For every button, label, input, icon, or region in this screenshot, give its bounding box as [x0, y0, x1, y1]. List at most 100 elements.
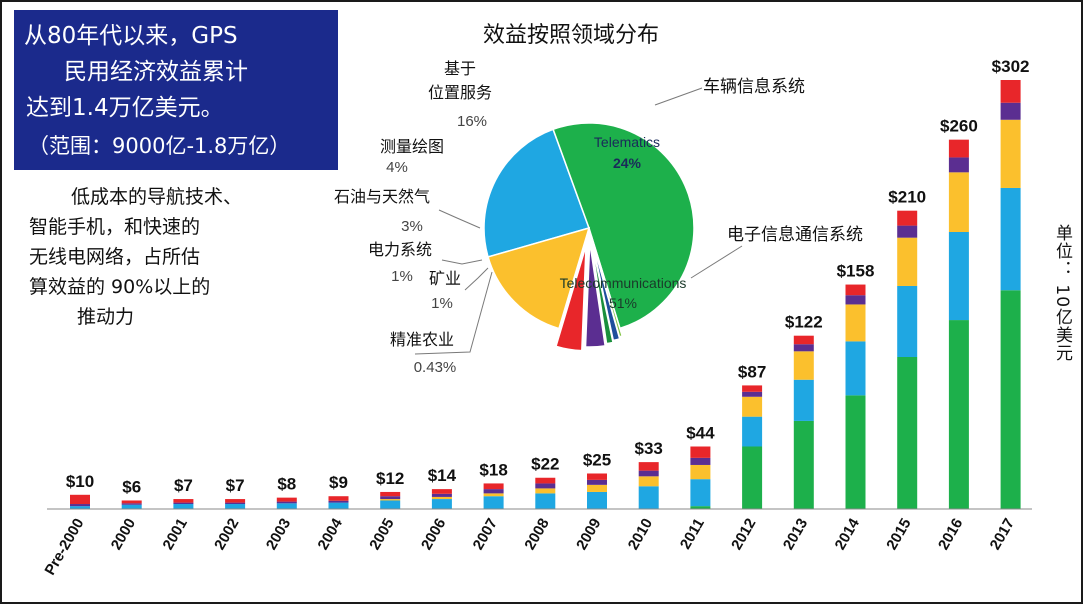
bar-2013-telematics — [793, 379, 814, 421]
bar-2014-telematics — [845, 341, 866, 396]
pie-slice-telecommunications — [552, 122, 695, 330]
bar-2015-telematics — [897, 285, 918, 358]
pie-inner-label-telecom: Telecommunications — [560, 275, 687, 291]
pie-slice-telematics — [483, 128, 590, 258]
bar-total-label: $210 — [888, 188, 926, 207]
x-tick-label: 2007 — [470, 516, 501, 553]
bar-total-label: $7 — [226, 476, 245, 495]
bar-pre-2000-oil-gas — [70, 494, 90, 505]
bar-total-label: $44 — [686, 423, 715, 442]
pie-slice-power-systems — [590, 239, 614, 345]
x-tick-label: 2012 — [728, 516, 759, 553]
pie-label-mining: 矿业 — [429, 270, 461, 288]
x-tick-label: 2011 — [677, 516, 708, 553]
bar-2011-oil-gas — [690, 446, 711, 458]
pie-label-surveying: 测量绘图 — [380, 138, 444, 156]
bars-layer: $10 $6 $7 $7 $8 $9 $12 $14 $18 $22 $25 $33 $44 $87 $12… — [66, 57, 1030, 509]
bar-pre-2000-telematics — [70, 506, 90, 509]
bar-2014-location-based-services — [845, 304, 866, 342]
bar-total-label: $8 — [277, 475, 296, 494]
bar-2008-location-based-services — [535, 488, 556, 494]
bar-total-label: $12 — [376, 469, 404, 488]
x-tick-label: 2003 — [263, 516, 294, 553]
unit-label-box: 单位： 10亿美元 — [1048, 220, 1078, 386]
pie-inner-label-telematics: Telematics — [594, 134, 660, 150]
bar-2016-surveying-mapping — [948, 157, 969, 173]
bar-total-label: $33 — [635, 439, 663, 458]
pie-value-surveying: 4% — [386, 159, 408, 176]
bar-2004-oil-gas — [328, 496, 349, 501]
bar-2014-oil-gas — [845, 284, 866, 296]
pie-slice-location-based-services — [487, 226, 591, 330]
x-tick-label: 2013 — [780, 516, 811, 553]
x-tick-label: 2010 — [625, 516, 656, 553]
bar-total-label: $10 — [66, 472, 94, 491]
bar-2006-surveying-mapping — [431, 493, 452, 497]
bar-total-label: $7 — [174, 476, 193, 495]
bar-2008-surveying-mapping — [535, 483, 556, 489]
bar-2012-oil-gas — [742, 385, 763, 392]
bar-total-label: $6 — [122, 477, 141, 496]
bar-2010-telematics — [638, 486, 659, 509]
pie-value-agriculture: 0.43% — [414, 359, 457, 376]
driver-line-1: 低成本的导航技术、 — [71, 186, 243, 208]
bar-2007-location-based-services — [483, 493, 504, 497]
x-tick-label: 2000 — [108, 516, 139, 553]
x-tick-label: 2015 — [883, 516, 914, 553]
driver-line-2: 智能手机，和快速的 — [29, 216, 201, 238]
bar-2017-telecommunications — [1000, 290, 1021, 509]
pie-value-oil-gas: 3% — [401, 218, 423, 235]
bar-total-label: $158 — [837, 262, 875, 281]
bar-2006-location-based-services — [431, 496, 452, 500]
bar-total-label: $25 — [583, 450, 611, 469]
pie-label-oil-gas: 石油与天然气 — [334, 188, 430, 206]
bar-2002-oil-gas — [225, 499, 246, 503]
bar-2015-oil-gas — [897, 210, 918, 226]
x-tick-label: 2004 — [315, 515, 347, 553]
bar-2008-oil-gas — [535, 477, 556, 484]
bar-2001-surveying-mapping — [173, 502, 194, 505]
bar-2006-telematics — [431, 499, 452, 509]
x-tick-label: Pre-2000 — [41, 516, 87, 579]
leader-agriculture — [414, 271, 493, 355]
bar-2014-telecommunications — [845, 395, 866, 509]
bar-2013-location-based-services — [793, 351, 814, 380]
pie-value-telecom: 51% — [609, 295, 637, 311]
bar-2015-telecommunications — [897, 357, 918, 509]
leader-mining — [464, 267, 489, 291]
driver-line-3: 无线电网络，占所估 — [29, 246, 201, 268]
driver-note: 低成本的导航技术、 智能手机，和快速的 无线电网络，占所估 算效益的 90%以上… — [27, 180, 302, 348]
bar-2003-surveying-mapping — [276, 501, 297, 504]
bar-2006-oil-gas — [431, 489, 452, 494]
bar-2005-surveying-mapping — [380, 496, 401, 500]
bar-2004-telematics — [328, 502, 349, 509]
bar-2007-oil-gas — [483, 483, 504, 490]
bar-2016-location-based-services — [948, 172, 969, 232]
pie-slice-surveying-mapping — [555, 245, 587, 352]
pie-slice-oil-gas — [584, 241, 607, 348]
bar-2013-telecommunications — [793, 420, 814, 509]
bar-2015-location-based-services — [897, 237, 918, 286]
gps-benefit-callout: 从80年代以来，GPS 民用经济效益累计 达到1.4万亿美元。 （范围：9000… — [14, 10, 338, 170]
bar-2007-surveying-mapping — [483, 489, 504, 494]
bar-2011-telecommunications — [690, 506, 711, 509]
callout-line-1: 从80年代以来，GPS — [24, 23, 238, 49]
callout-line-4: （范围：9000亿-1.8万亿） — [28, 134, 291, 158]
bar-2009-surveying-mapping — [587, 479, 607, 485]
pie-label-agriculture: 精准农业 — [390, 331, 454, 349]
bar-total-label: $9 — [329, 473, 348, 492]
x-tick-label: 2014 — [832, 515, 864, 553]
bar-2012-location-based-services — [742, 396, 763, 417]
bar-2010-surveying-mapping — [638, 470, 659, 477]
bar-2001-telematics — [173, 504, 194, 509]
callout-line-2: 民用经济效益累计 — [64, 59, 248, 85]
bar-2011-surveying-mapping — [690, 457, 711, 465]
pie-title: 效益按照领域分布 — [385, 18, 757, 54]
bar-2011-telematics — [690, 479, 711, 507]
bar-total-label: $18 — [479, 460, 507, 479]
bar-2009-oil-gas — [587, 473, 607, 480]
bar-2014-surveying-mapping — [845, 295, 866, 305]
bar-2017-surveying-mapping — [1000, 102, 1021, 120]
